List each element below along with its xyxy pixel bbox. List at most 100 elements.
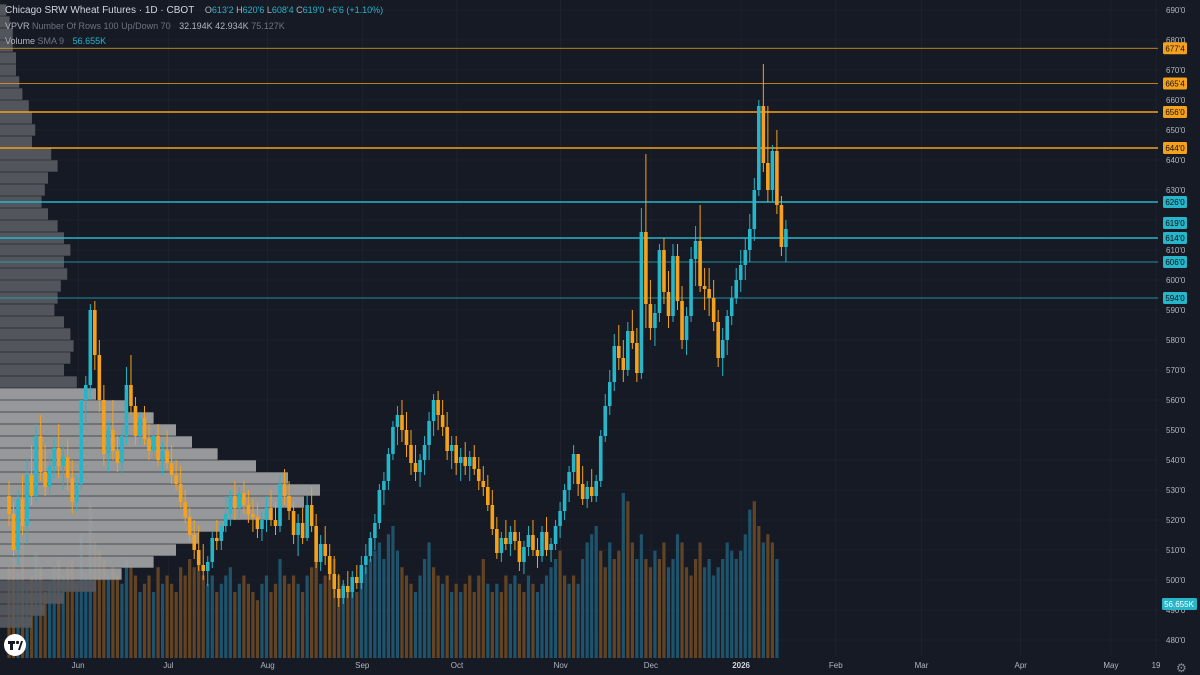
candle-body[interactable]	[571, 454, 576, 472]
candle-body[interactable]	[169, 463, 174, 475]
candle-body[interactable]	[106, 430, 111, 454]
candle-body[interactable]	[364, 556, 368, 565]
candle-body[interactable]	[481, 481, 486, 487]
candle-body[interactable]	[255, 517, 260, 529]
candle-body[interactable]	[418, 460, 422, 472]
candle-body[interactable]	[359, 565, 364, 583]
price-level-tag[interactable]	[1163, 196, 1187, 208]
candle-body[interactable]	[549, 544, 553, 550]
candle-body[interactable]	[585, 487, 589, 499]
candle-body[interactable]	[400, 415, 404, 430]
tradingview-logo-icon[interactable]	[4, 634, 26, 656]
candle-body[interactable]	[770, 151, 775, 190]
candle-body[interactable]	[88, 310, 93, 385]
candle-body[interactable]	[187, 517, 192, 535]
candle-body[interactable]	[707, 289, 711, 298]
candle-body[interactable]	[734, 280, 739, 298]
candle-body[interactable]	[111, 430, 115, 451]
candle-body[interactable]	[196, 550, 201, 565]
candle-body[interactable]	[341, 586, 346, 598]
candle-body[interactable]	[404, 430, 409, 445]
candle-body[interactable]	[25, 475, 29, 526]
candle-body[interactable]	[282, 484, 287, 496]
candle-body[interactable]	[540, 532, 544, 556]
price-level-tag[interactable]	[1163, 77, 1187, 90]
candle-body[interactable]	[698, 241, 702, 286]
candle-body[interactable]	[382, 481, 386, 490]
candle-body[interactable]	[395, 415, 400, 427]
candle-body[interactable]	[747, 229, 752, 250]
candle-body[interactable]	[314, 526, 318, 562]
vpvr-label[interactable]: VPVR	[5, 21, 30, 31]
candle-body[interactable]	[431, 400, 436, 421]
candle-body[interactable]	[377, 490, 382, 523]
price-level-tag[interactable]	[1163, 106, 1187, 118]
candle-body[interactable]	[684, 316, 689, 340]
candle-body[interactable]	[761, 106, 766, 163]
candle-body[interactable]	[680, 301, 684, 340]
candle-body[interactable]	[201, 565, 206, 571]
candle-body[interactable]	[16, 499, 20, 550]
candle-body[interactable]	[689, 259, 693, 316]
candle-body[interactable]	[336, 589, 341, 598]
candle-body[interactable]	[165, 451, 169, 463]
candle-body[interactable]	[246, 505, 251, 514]
candle-body[interactable]	[260, 520, 264, 529]
candle-body[interactable]	[567, 472, 571, 490]
candle-body[interactable]	[445, 427, 449, 451]
candle-body[interactable]	[129, 385, 133, 406]
candle-body[interactable]	[472, 457, 477, 469]
candle-body[interactable]	[467, 457, 472, 466]
time-axis[interactable]: Jun Jul Aug Sep Oct Nov Dec 2026 Feb Mar Apr May 19	[72, 661, 1161, 670]
candle-body[interactable]	[97, 355, 102, 400]
candle-body[interactable]	[621, 358, 626, 370]
candle-body[interactable]	[738, 265, 743, 280]
candle-body[interactable]	[449, 445, 454, 451]
candle-body[interactable]	[56, 448, 61, 466]
legend-main-series[interactable]: Chicago SRW Wheat Futures · 1D · CBOT O6…	[5, 5, 383, 16]
candle-body[interactable]	[345, 586, 350, 592]
candle-body[interactable]	[269, 508, 273, 520]
candle-body[interactable]	[251, 514, 255, 517]
candle-body[interactable]	[124, 385, 129, 436]
candle-body[interactable]	[711, 298, 716, 322]
candle-body[interactable]	[219, 526, 224, 541]
candle-body[interactable]	[264, 508, 269, 520]
candle-body[interactable]	[562, 490, 567, 511]
candle-body[interactable]	[43, 472, 47, 487]
candle-body[interactable]	[74, 484, 79, 502]
candle-body[interactable]	[79, 400, 84, 484]
candle-body[interactable]	[409, 445, 413, 463]
candle-body[interactable]	[693, 241, 698, 259]
candle-body[interactable]	[52, 448, 56, 466]
candle-body[interactable]	[38, 436, 43, 472]
candle-body[interactable]	[757, 106, 761, 190]
candle-body[interactable]	[535, 550, 540, 556]
candle-body[interactable]	[675, 256, 680, 301]
candle-body[interactable]	[653, 313, 657, 328]
price-axis[interactable]: 690'0680'0670'0660'0650'0640'0630'0620'0…	[1162, 6, 1197, 645]
candle-body[interactable]	[386, 454, 391, 481]
price-level-tag[interactable]	[1163, 42, 1187, 55]
candle-body[interactable]	[666, 292, 671, 316]
candle-body[interactable]	[391, 427, 395, 454]
candle-body[interactable]	[594, 481, 599, 496]
candle-body[interactable]	[626, 331, 630, 370]
candle-body[interactable]	[476, 469, 481, 481]
candle-body[interactable]	[720, 340, 725, 358]
candle-body[interactable]	[779, 205, 784, 247]
candle-body[interactable]	[305, 505, 309, 538]
candle-body[interactable]	[332, 574, 337, 589]
candle-body[interactable]	[644, 232, 648, 304]
volume-label[interactable]: Volume	[5, 36, 36, 46]
candle-body[interactable]	[553, 526, 558, 544]
candle-body[interactable]	[531, 535, 535, 550]
candle-body[interactable]	[192, 535, 196, 550]
candle-body[interactable]	[47, 466, 52, 487]
candle-body[interactable]	[210, 538, 215, 562]
candle-body[interactable]	[160, 451, 165, 460]
candle-body[interactable]	[616, 346, 621, 358]
candle-body[interactable]	[517, 541, 522, 562]
candle-body[interactable]	[504, 538, 508, 544]
candle-body[interactable]	[174, 475, 178, 484]
